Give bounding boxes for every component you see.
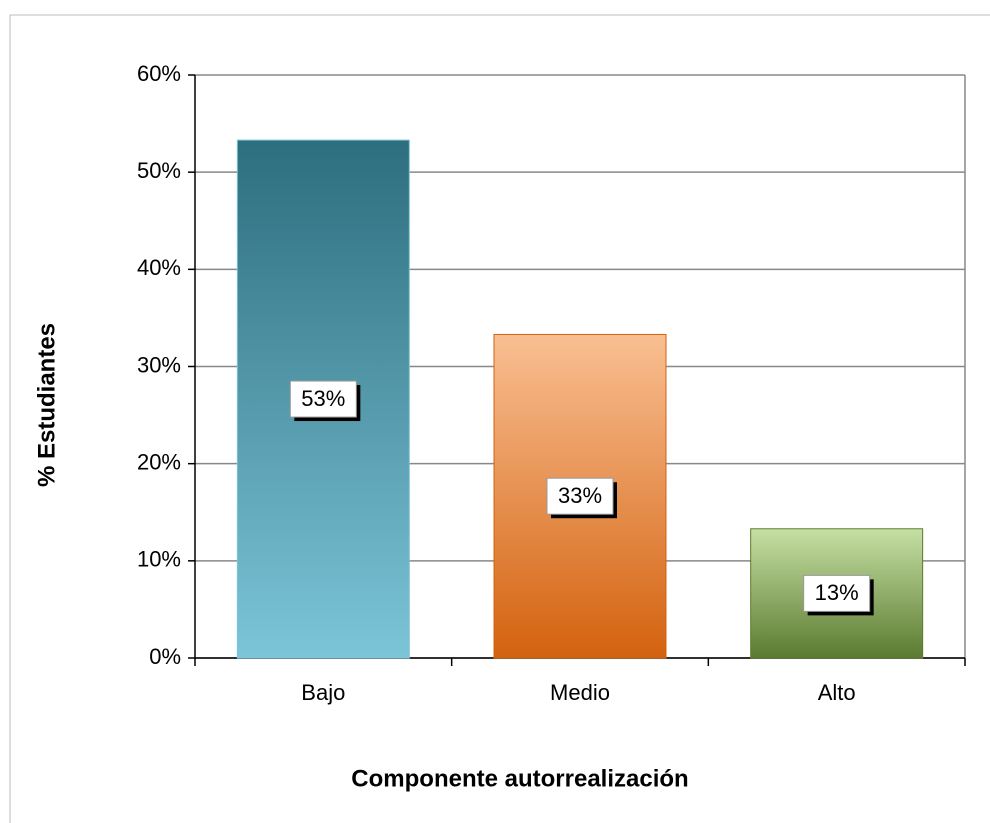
x-tick-label: Bajo bbox=[301, 680, 345, 705]
x-tick-label: Alto bbox=[818, 680, 856, 705]
y-tick-label: 50% bbox=[137, 158, 181, 183]
y-tick-label: 30% bbox=[137, 352, 181, 377]
y-axis-title: % Estudiantes bbox=[33, 323, 60, 487]
x-axis-title: Componente autorrealización bbox=[351, 765, 688, 792]
data-label: 33% bbox=[558, 483, 602, 508]
data-label-box bbox=[803, 574, 871, 612]
y-tick-label: 40% bbox=[137, 255, 181, 280]
data-label-box bbox=[289, 380, 357, 418]
data-label: 53% bbox=[301, 386, 345, 411]
y-tick-label: 60% bbox=[137, 61, 181, 86]
y-tick-label: 20% bbox=[137, 449, 181, 474]
data-label: 13% bbox=[815, 580, 859, 605]
x-tick-label: Medio bbox=[550, 680, 610, 705]
y-tick-label: 10% bbox=[137, 547, 181, 572]
y-tick-label: 0% bbox=[149, 644, 181, 669]
chart-frame bbox=[9, 14, 990, 823]
data-label-box bbox=[546, 477, 614, 515]
